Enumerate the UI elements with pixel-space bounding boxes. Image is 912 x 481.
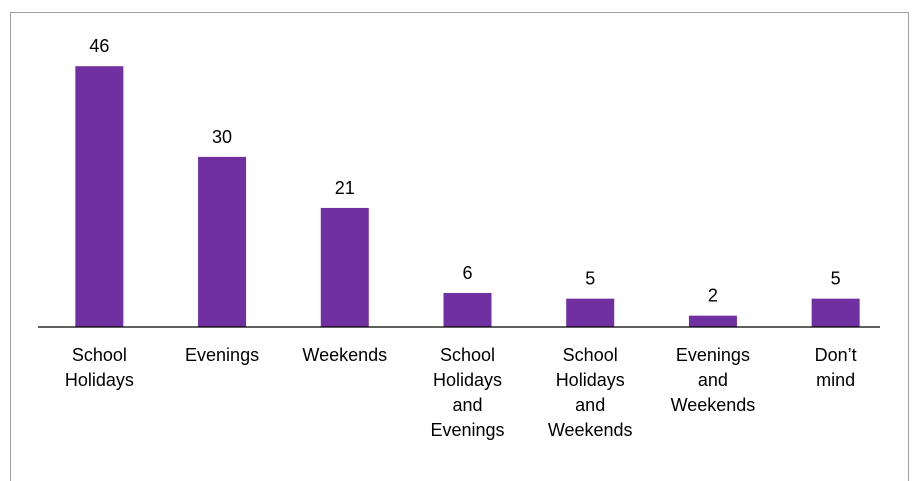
bar bbox=[443, 292, 492, 327]
x-tick-label: School Holidays bbox=[64, 345, 134, 390]
x-tick-label: School Holidays and Weekends bbox=[547, 345, 633, 440]
x-tick-label: School Holidays and Evenings bbox=[430, 345, 505, 440]
bar bbox=[811, 298, 860, 327]
x-tick-label: Evenings bbox=[185, 345, 260, 365]
value-label: 2 bbox=[708, 286, 718, 306]
x-tick-label: Don’t mind bbox=[814, 345, 857, 390]
value-label: 6 bbox=[462, 263, 472, 283]
value-label: 30 bbox=[212, 127, 232, 147]
bar bbox=[320, 207, 369, 327]
value-label: 5 bbox=[585, 269, 595, 289]
bar bbox=[75, 66, 124, 328]
bar bbox=[198, 156, 247, 327]
x-tick-label: Evenings and Weekends bbox=[670, 345, 756, 415]
value-label: 21 bbox=[335, 178, 355, 198]
bar bbox=[566, 298, 615, 327]
value-label: 46 bbox=[89, 36, 109, 56]
x-tick-label: Weekends bbox=[302, 345, 388, 365]
bar bbox=[688, 315, 737, 327]
value-label: 5 bbox=[831, 269, 841, 289]
chart-frame bbox=[10, 12, 909, 481]
